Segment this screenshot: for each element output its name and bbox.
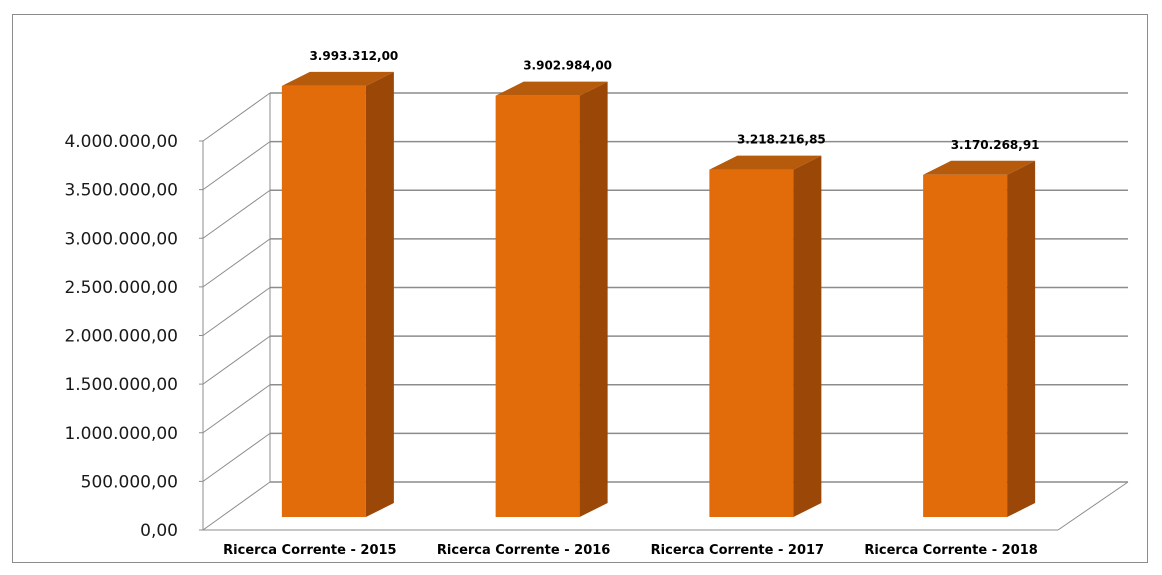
x-tick-label: Ricerca Corrente - 2015	[223, 543, 396, 558]
gridline-diagonal	[202, 287, 271, 336]
bar-side	[793, 155, 822, 517]
y-tick-label: 500.000,00	[81, 472, 178, 492]
gridline-diagonal	[202, 335, 271, 385]
y-tick-label: 1.500.000,00	[64, 375, 178, 395]
gridline-diagonal	[202, 92, 271, 142]
y-tick-label: 4.000.000,00	[64, 132, 178, 152]
y-tick-label: 2.000.000,00	[64, 327, 178, 347]
gridline-diagonal	[202, 481, 271, 531]
x-tick-label: Ricerca Corrente - 2016	[437, 543, 610, 558]
gridline-diagonal	[202, 384, 271, 434]
chart-frame	[12, 14, 1148, 563]
bar-top	[281, 71, 394, 86]
bar	[495, 81, 608, 518]
floor-right-edge	[1057, 481, 1129, 531]
gridline-diagonal	[202, 141, 271, 191]
bar-side	[1007, 160, 1036, 517]
data-labels: 3.993.312,00 3.902.984,00 3.218.216,85 3.17…	[309, 49, 1039, 152]
data-label: 3.902.984,00	[523, 59, 612, 73]
bar-side	[579, 81, 608, 518]
y-tick-label: 2.500.000,00	[64, 278, 178, 298]
bar	[281, 71, 394, 518]
data-label: 3.993.312,00	[309, 49, 398, 63]
bar-front	[709, 169, 794, 517]
bar	[709, 155, 822, 517]
data-label: 3.218.216,85	[737, 133, 826, 147]
bar-front	[495, 95, 580, 518]
data-label: 3.170.268,91	[951, 138, 1040, 152]
x-axis-ticks: Ricerca Corrente - 2015 Ricerca Corrente …	[223, 543, 1038, 558]
y-axis-ticks: 0,00 500.000,00 1.000.000,00 1.500.000,00 2.…	[64, 132, 178, 541]
x-tick-label: Ricerca Corrente - 2017	[651, 543, 824, 558]
gridline-diagonal	[202, 189, 271, 239]
bar	[923, 160, 1036, 517]
gridline-diagonal	[202, 432, 271, 482]
bars	[281, 71, 1036, 518]
bar-front	[923, 174, 1008, 517]
bar-front	[281, 85, 366, 518]
bar-top	[923, 160, 1036, 175]
bar-top	[495, 81, 608, 96]
y-tick-label: 3.000.000,00	[64, 229, 178, 249]
y-tick-label: 0,00	[140, 521, 178, 541]
gridline-diagonal	[202, 238, 271, 288]
bar-side	[365, 71, 394, 518]
x-tick-label: Ricerca Corrente - 2018	[864, 543, 1037, 558]
y-tick-label: 1.000.000,00	[64, 424, 178, 444]
bar-top	[709, 155, 822, 170]
y-tick-label: 3.500.000,00	[64, 181, 178, 201]
